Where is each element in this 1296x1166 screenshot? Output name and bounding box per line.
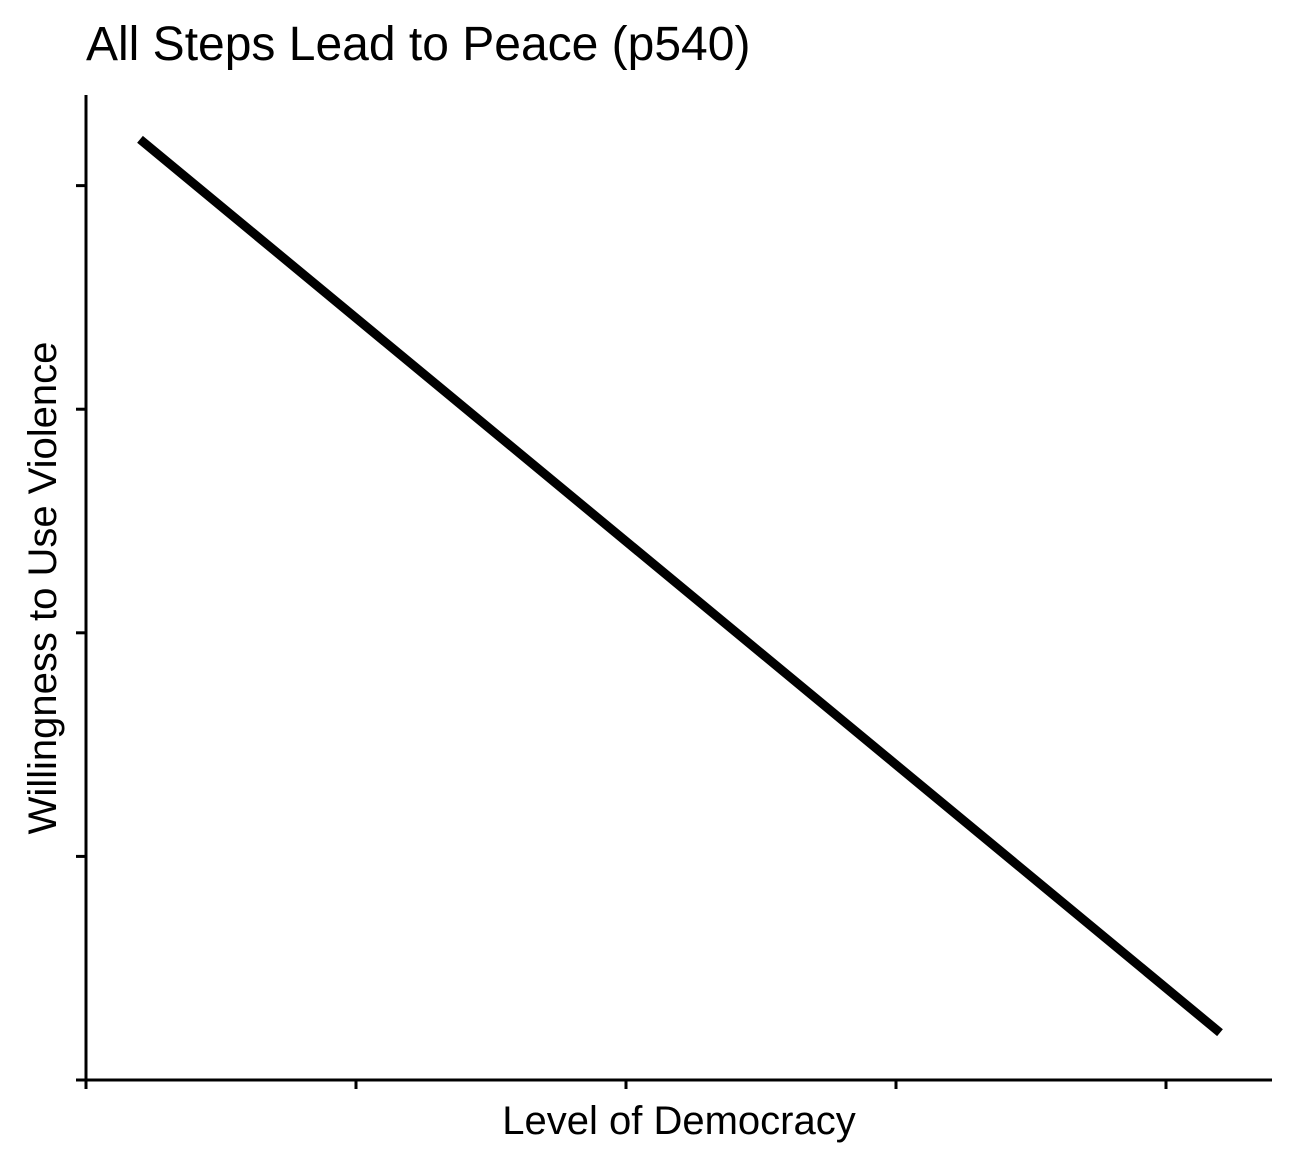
x-axis-label: Level of Democracy xyxy=(502,1099,855,1143)
series-line-0 xyxy=(137,135,1223,1037)
y-axis-label: Willingness to Use Violence xyxy=(21,342,65,835)
chart-title: All Steps Lead to Peace (p540) xyxy=(86,18,750,71)
y-ticks xyxy=(76,184,86,1082)
series-layer xyxy=(137,135,1223,1037)
